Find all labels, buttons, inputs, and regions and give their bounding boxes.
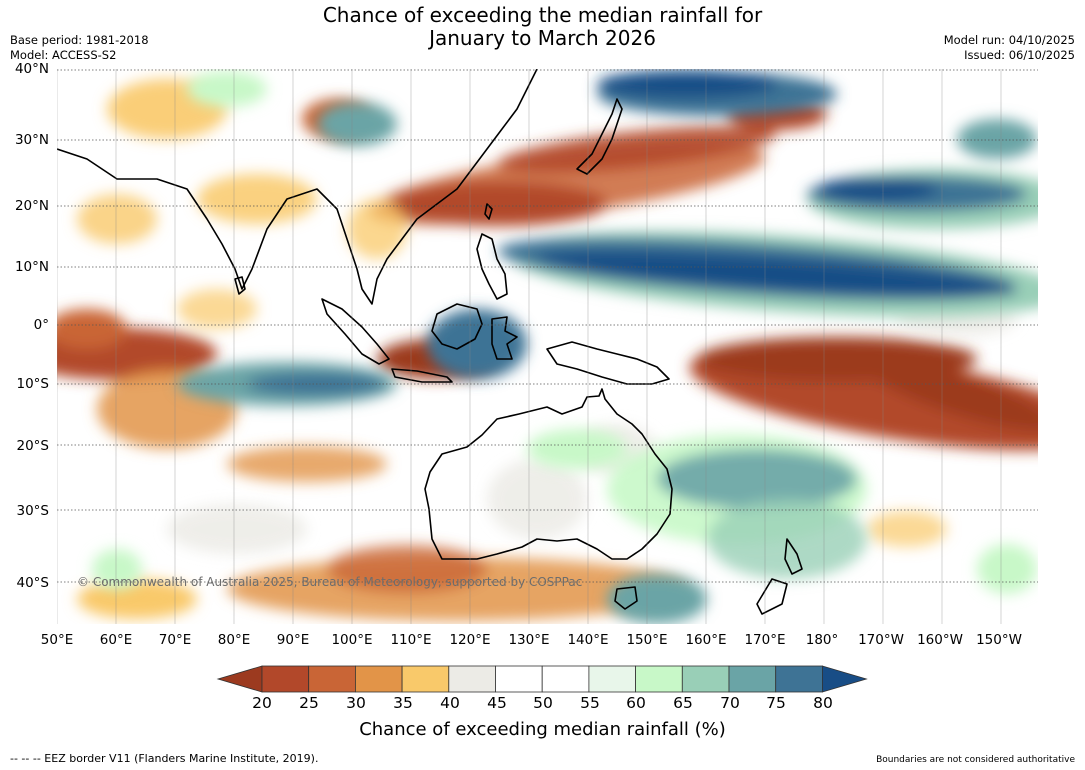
base-period-text: Base period: 1981-2018 — [10, 33, 149, 47]
colorbar-cell — [261, 665, 310, 693]
lon-label: 140°E — [567, 632, 609, 648]
tasmania-outline — [614, 586, 638, 610]
map-title: Chance of exceeding the median rainfall … — [0, 4, 1085, 50]
colorbar-cell — [681, 665, 730, 693]
boundaries-disclaimer: Boundaries are not considered authoritat… — [876, 755, 1075, 765]
lon-label: 150°W — [976, 632, 1022, 648]
lat-label: 40°S — [16, 575, 50, 591]
rainfall-map — [57, 69, 1038, 624]
colorbar-cell — [541, 665, 590, 693]
sulawesi-outline — [491, 316, 518, 360]
lon-label: 160°W — [917, 632, 963, 648]
colorbar-tick: 25 — [299, 694, 319, 712]
taiwan-outline — [484, 203, 493, 220]
colorbar-tick: 60 — [626, 694, 646, 712]
meridians — [57, 69, 1002, 624]
title-line-2: January to March 2026 — [429, 26, 656, 50]
lon-label: 170°E — [744, 632, 786, 648]
colorbar-extend-low — [216, 665, 263, 693]
graticule — [57, 69, 1038, 583]
title-line-1: Chance of exceeding the median rainfall … — [322, 3, 763, 27]
japan-outline — [576, 98, 623, 175]
metadata-left: Base period: 1981-2018 Model: ACCESS-S2 — [10, 33, 149, 63]
lon-label: 160°E — [685, 632, 727, 648]
copyright-notice: © Commonwealth of Australia 2025, Bureau… — [77, 575, 583, 589]
colorbar-tick: 30 — [346, 694, 366, 712]
colorbar — [216, 665, 868, 693]
lon-label: 90°E — [276, 632, 310, 648]
colorbar-tick: 65 — [673, 694, 693, 712]
australia-outline — [424, 388, 673, 560]
lat-label: 10°N — [14, 259, 49, 275]
issued-text: Issued: 06/10/2025 — [964, 48, 1075, 62]
dry-regions — [57, 79, 1038, 621]
lon-label: 100°E — [331, 632, 373, 648]
colorbar-tick: 50 — [533, 694, 553, 712]
lon-label: 80°E — [217, 632, 251, 648]
colorbar-tick: 45 — [487, 694, 507, 712]
colorbar-cell — [448, 665, 496, 693]
lat-label: 0° — [33, 317, 49, 333]
borneo-outline — [431, 303, 483, 350]
lat-label: 20°N — [14, 198, 49, 214]
map-canvas — [57, 69, 1038, 624]
colorbar-tick: 55 — [580, 694, 600, 712]
lon-label: 120°E — [449, 632, 491, 648]
colorbar-tick: 35 — [393, 694, 413, 712]
model-run-text: Model run: 04/10/2025 — [943, 33, 1075, 47]
colorbar-tick: 40 — [440, 694, 460, 712]
colorbar-extend-high — [822, 665, 868, 693]
philippines-outline — [476, 233, 508, 300]
lon-label: 50°E — [40, 632, 74, 648]
colorbar-cell — [728, 665, 777, 693]
colorbar-title: Chance of exceeding median rainfall (%) — [359, 719, 726, 740]
colorbar-cell — [588, 665, 636, 693]
colorbar-tick: 80 — [813, 694, 833, 712]
new-zealand-outline — [756, 538, 803, 615]
eez-border-note: -- -- -- EEZ border V11 (Flanders Marine… — [10, 752, 319, 765]
colorbar-tick: 70 — [720, 694, 740, 712]
lat-label: 30°N — [14, 132, 49, 148]
colorbar-cell — [354, 665, 403, 693]
lat-label: 40°N — [14, 61, 49, 77]
colorbar-cell — [495, 665, 543, 693]
colorbar-cells — [216, 665, 868, 693]
colorbar-cell — [308, 665, 356, 693]
java-outline — [391, 368, 453, 383]
wet-regions — [92, 70, 1038, 624]
lon-label: 150°E — [626, 632, 668, 648]
lon-label: 60°E — [99, 632, 133, 648]
sri-lanka-outline — [234, 276, 246, 295]
colorbar-cell — [401, 665, 450, 693]
lon-label: 110°E — [390, 632, 432, 648]
metadata-right: Model run: 04/10/2025 Issued: 06/10/2025 — [944, 33, 1075, 63]
colorbar-tick: 20 — [252, 694, 272, 712]
lat-label: 30°S — [16, 503, 50, 519]
colorbar-tick: 75 — [766, 694, 786, 712]
lat-label: 20°S — [16, 438, 50, 454]
lon-label: 130°E — [508, 632, 550, 648]
colorbar-cell — [635, 665, 683, 693]
lon-label: 70°E — [158, 632, 192, 648]
model-text: Model: ACCESS-S2 — [10, 48, 117, 62]
lat-label: 10°S — [16, 376, 50, 392]
colorbar-cell — [775, 665, 823, 693]
lon-label: 170°W — [858, 632, 904, 648]
lon-label: 180° — [805, 632, 839, 648]
new-guinea-outline — [546, 341, 670, 385]
